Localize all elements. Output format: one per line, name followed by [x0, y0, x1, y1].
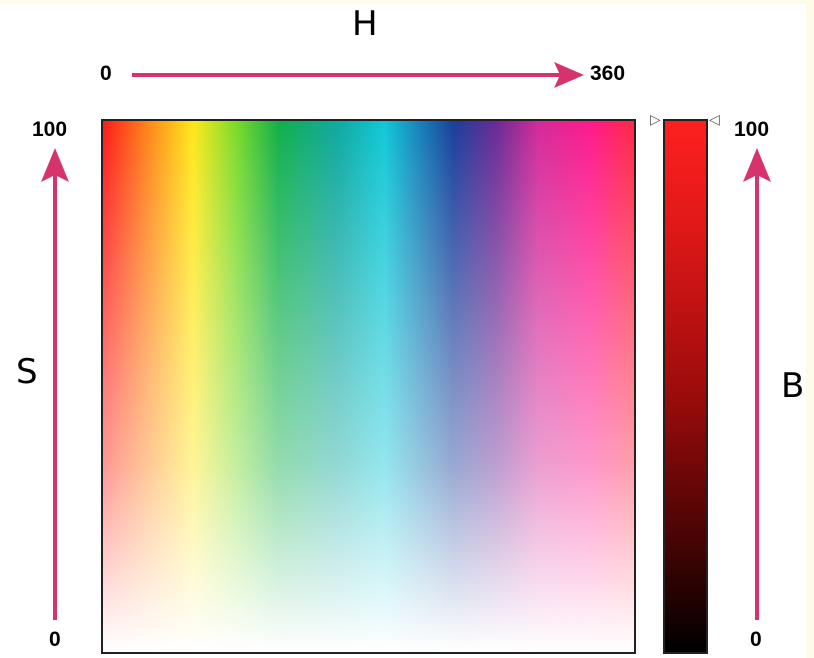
- top-edge-tint: [0, 0, 814, 4]
- hue-max-label: 360: [590, 62, 626, 85]
- saturation-min-label: 0: [49, 628, 61, 651]
- hue-saturation-field[interactable]: [101, 119, 636, 654]
- hue-arrow: [132, 62, 584, 88]
- brightness-max-label: 100: [734, 118, 770, 141]
- saturation-arrow: [41, 148, 69, 620]
- saturation-axis-letter: S: [16, 352, 38, 392]
- slider-left-marker-icon[interactable]: ▷: [650, 111, 661, 127]
- brightness-axis-letter: B: [781, 366, 805, 406]
- hue-axis-letter: H: [352, 4, 378, 44]
- slider-right-marker-icon[interactable]: ◁: [709, 111, 720, 127]
- saturation-max-label: 100: [32, 118, 68, 141]
- right-edge-tint: [806, 0, 814, 658]
- brightness-slider[interactable]: [663, 119, 708, 654]
- brightness-arrow: [743, 148, 771, 620]
- brightness-min-label: 0: [750, 628, 762, 651]
- hue-min-label: 0: [100, 62, 112, 85]
